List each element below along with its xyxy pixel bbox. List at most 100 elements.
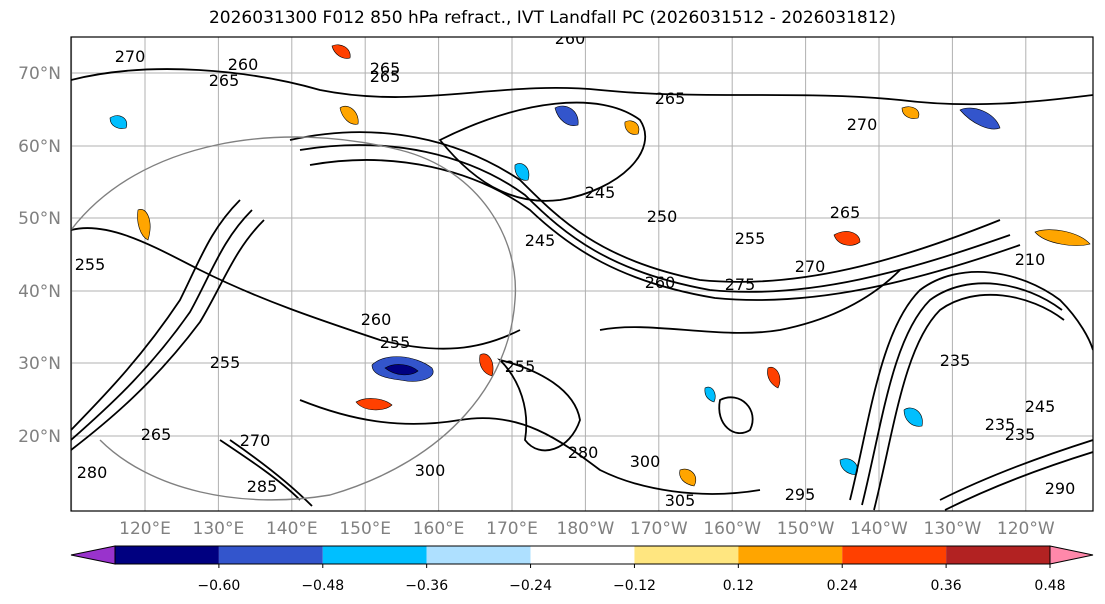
projection-arc [71,136,517,501]
contour-line [944,451,1093,511]
colorbar-extend-low [70,545,116,565]
contour-label: 290 [1045,479,1076,498]
contour-label: 305 [665,491,696,510]
anomaly-patch [624,120,640,135]
colorbar-tick-label: −0.12 [613,578,656,594]
map-title: 2026031300 F012 850 hPa refract., IVT La… [208,8,896,28]
longitude-label: 170°W [630,519,688,539]
colorbar-tick-labels: −0.60 −0.48 −0.36 −0.24 −0.12 0.12 0.24 0.36 0.4… [197,564,1066,594]
contour-label: 280 [77,463,108,482]
contour-line [289,131,1001,283]
contour-line [71,219,265,451]
anomaly-patch [767,366,781,389]
contour-label: 270 [115,47,146,66]
colorbar-tick-label: 0.12 [723,578,754,594]
contour-label: 260 [228,55,259,74]
longitude-label: 120°E [119,519,171,539]
anomaly-patch [384,364,419,376]
longitude-label: 120°W [997,519,1055,539]
contour-line [861,282,1063,506]
colorbar-tick-label: −0.60 [197,578,240,594]
contour-label: 255 [380,333,411,352]
colorbar-segment [634,546,739,564]
longitude-label: 150°E [339,519,391,539]
contour-label: 295 [785,485,816,504]
contour-line [718,396,754,435]
contour-line [497,358,581,452]
contour-label: 235 [985,415,1016,434]
contour-label: 280 [568,443,599,462]
contour-line [849,271,1093,501]
colorbar-segment [946,546,1050,564]
latitude-label: 50°N [18,209,61,229]
longitude-label: 130°W [924,519,982,539]
anomaly-patch [331,44,351,59]
colorbar-tick-label: −0.36 [405,578,448,594]
anomaly-patch [109,115,128,129]
anomaly-patch [1034,229,1091,246]
colorbar-segment [322,546,427,564]
contour-label: 265 [370,59,401,78]
contour-label: 270 [240,431,271,450]
anomaly-patch [479,353,494,377]
longitude-label: 150°W [777,519,835,539]
contour-lines [71,68,1093,511]
colorbar-tick-label: 0.36 [931,578,962,594]
colorbar-segment [218,546,323,564]
colorbar [70,545,1094,565]
contour-label: 285 [247,477,278,496]
longitude-label: 180°W [557,519,615,539]
anomaly-patch [704,386,716,403]
colorbar-tick-label: −0.48 [301,578,344,594]
anomaly-patch [679,468,697,487]
contour-line [438,101,647,202]
colorbar-segment [115,546,219,564]
contour-line [71,209,253,441]
contour-label: 270 [847,115,878,134]
colorbar-outline [114,545,1051,565]
contour-label: 255 [75,255,106,274]
anomaly-patch [959,107,1001,130]
contour-label: 300 [415,461,446,480]
contour-label: 265 [655,89,686,108]
contour-label: 245 [525,231,556,250]
colorbar-segment [530,546,635,564]
contour-label: 235 [1005,425,1036,444]
latitude-label: 30°N [18,354,61,374]
anomaly-patch [137,209,151,241]
latitude-label: 20°N [18,427,61,447]
anomaly-patch [903,407,923,427]
latitude-label: 40°N [18,282,61,302]
longitude-label: 130°E [193,519,245,539]
contour-label: 265 [830,203,861,222]
contour-line [599,269,901,334]
colorbar-segment [842,546,947,564]
anomaly-patch [339,105,359,125]
longitude-label: 170°E [486,519,538,539]
contour-label: 255 [735,229,766,248]
colorbar-tick-label: 0.24 [827,578,858,594]
latitude-label: 70°N [18,64,61,84]
anomaly-patches [109,44,1091,487]
contour-label: 275 [725,275,756,294]
contour-line [71,68,1093,106]
contour-label: 260 [645,273,676,292]
longitude-label: 160°E [413,519,465,539]
contour-line [299,399,761,495]
anomaly-patch [901,106,920,119]
contour-line [219,439,301,501]
contour-label: 250 [647,207,678,226]
colorbar-segment [738,546,843,564]
map-frame [70,36,1094,512]
anomaly-patch [355,398,393,411]
contour-label: 235 [940,351,971,370]
contour-line [873,293,1065,511]
latitude-labels: 70°N 60°N 50°N 40°N 30°N 20°N [18,64,61,447]
contour-label: 260 [361,310,392,329]
contour-label: 255 [210,353,241,372]
anomaly-patch [833,231,861,246]
contour-line [71,227,521,350]
contour-label: 245 [585,183,616,202]
longitude-label: 140°E [266,519,318,539]
